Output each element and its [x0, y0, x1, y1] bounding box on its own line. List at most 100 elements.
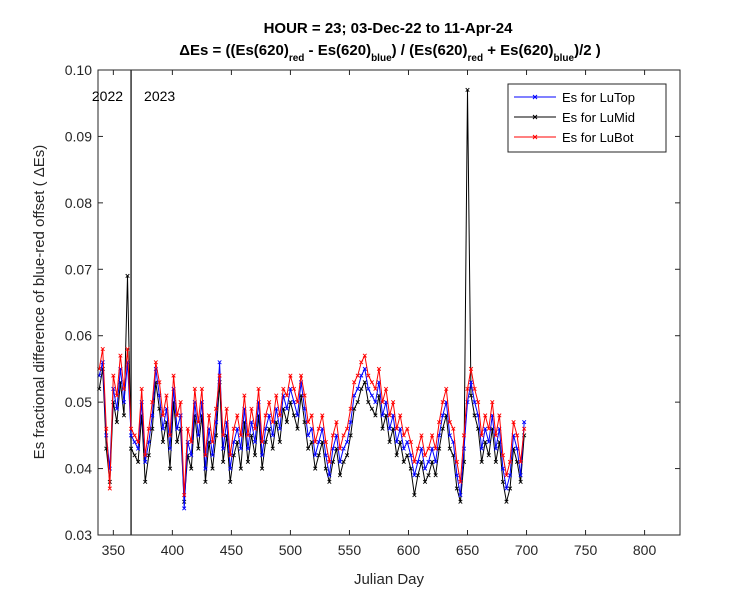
data-point — [369, 393, 375, 398]
data-point — [100, 346, 105, 352]
data-point — [355, 400, 360, 405]
data-point — [415, 446, 421, 451]
data-point — [291, 400, 297, 405]
data-point — [228, 466, 233, 471]
data-point — [518, 479, 523, 484]
data-point — [182, 506, 187, 511]
data-point — [189, 453, 194, 458]
data-point — [479, 446, 484, 451]
data-point — [327, 479, 332, 484]
data-point — [380, 413, 385, 418]
data-point — [210, 466, 215, 471]
data-point — [500, 466, 506, 471]
data-point — [316, 439, 321, 445]
data-point — [284, 419, 290, 425]
data-point — [401, 459, 406, 465]
x-tick-label: 650 — [456, 542, 480, 558]
data-point — [238, 446, 243, 451]
data-point — [490, 400, 495, 405]
data-point — [302, 393, 307, 398]
legend-label: Es for LuMid — [562, 110, 635, 125]
data-point — [440, 426, 445, 431]
data-point — [412, 459, 417, 465]
data-point — [196, 446, 201, 451]
data-point — [252, 453, 258, 458]
data-point — [238, 466, 243, 471]
data-point — [429, 433, 435, 438]
data-point — [235, 426, 240, 431]
data-point — [468, 393, 474, 398]
data-point — [121, 413, 127, 418]
data-point — [341, 433, 346, 438]
data-point — [128, 433, 134, 438]
data-point — [167, 433, 173, 438]
data-point — [199, 386, 205, 391]
data-point — [486, 426, 491, 431]
data-point — [228, 479, 233, 484]
data-point — [337, 459, 343, 465]
data-point — [295, 426, 300, 431]
data-point — [391, 400, 396, 405]
data-point — [242, 393, 247, 398]
data-point — [493, 459, 498, 465]
data-point — [444, 386, 449, 391]
data-point — [373, 386, 378, 391]
data-point — [426, 459, 431, 465]
chart-title-line1: HOUR = 23; 03-Dec-22 to 11-Apr-24 — [264, 20, 513, 37]
data-point — [493, 433, 498, 438]
data-point — [504, 473, 509, 478]
data-point — [221, 446, 226, 451]
data-point — [479, 459, 484, 465]
data-point — [465, 386, 470, 391]
data-point — [114, 393, 120, 398]
data-point — [270, 433, 275, 438]
legend-marker — [532, 134, 538, 140]
data-point — [493, 446, 498, 451]
data-point — [238, 433, 243, 438]
data-point — [458, 499, 463, 504]
data-point — [132, 433, 137, 438]
data-point — [316, 426, 321, 431]
data-point — [213, 406, 219, 411]
x-axis-label: Julian Day — [354, 571, 425, 588]
data-point — [394, 426, 399, 431]
data-point — [412, 493, 417, 498]
data-point — [231, 426, 236, 431]
data-point — [419, 433, 424, 438]
y-tick-label: 0.08 — [65, 195, 92, 211]
data-point — [107, 486, 112, 491]
legend: Es for LuTop Es for LuMid Es for LuBot — [507, 83, 667, 153]
data-point — [192, 386, 197, 391]
data-point — [366, 386, 371, 391]
legend-marker — [532, 114, 538, 120]
x-tick-label: 600 — [397, 542, 421, 558]
x-tick-label: 500 — [279, 542, 303, 558]
data-point — [500, 479, 506, 484]
data-point — [277, 426, 282, 431]
x-tick-label: 550 — [338, 542, 362, 558]
data-point — [483, 413, 488, 418]
data-point — [486, 439, 491, 445]
data-point — [337, 473, 343, 478]
data-point — [313, 466, 318, 471]
data-point — [419, 446, 424, 451]
data-point — [210, 453, 215, 458]
data-point — [111, 373, 116, 378]
data-point — [298, 373, 304, 378]
data-point — [348, 406, 353, 411]
data-point — [306, 419, 311, 425]
data-point — [185, 426, 190, 431]
data-point — [139, 386, 144, 391]
x-tick-label: 450 — [220, 542, 244, 558]
data-point — [174, 426, 180, 431]
data-point — [369, 406, 375, 411]
data-point — [309, 413, 314, 418]
data-point — [189, 439, 194, 445]
data-point — [398, 426, 403, 431]
data-point — [497, 413, 502, 418]
data-point — [125, 273, 130, 279]
data-point — [143, 453, 148, 458]
data-point — [451, 426, 456, 431]
data-point — [422, 466, 428, 471]
data-point — [125, 346, 130, 352]
